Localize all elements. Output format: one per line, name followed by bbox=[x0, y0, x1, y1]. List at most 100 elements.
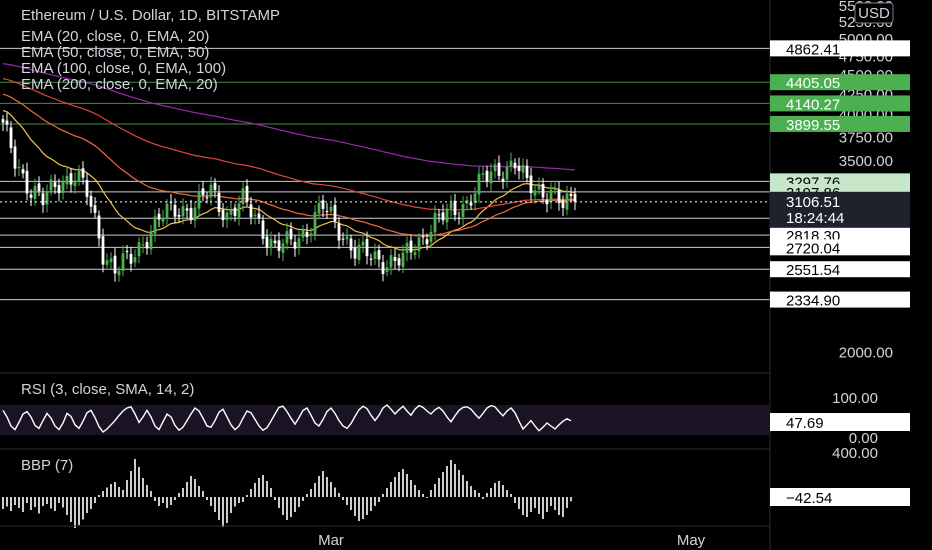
bbp-bar bbox=[366, 497, 368, 515]
bbp-bar bbox=[466, 481, 468, 497]
bbp-bar bbox=[214, 497, 216, 512]
bbp-value-tag bbox=[770, 488, 910, 506]
bbp-bar bbox=[90, 497, 92, 509]
candle-body bbox=[181, 206, 185, 217]
candle-body bbox=[213, 183, 217, 191]
ema-legend-item: EMA (200, close, 0, EMA, 20) bbox=[21, 76, 218, 93]
candle-body bbox=[25, 170, 29, 194]
candle-body bbox=[441, 212, 445, 221]
bbp-bar bbox=[542, 497, 544, 519]
bbp-bar bbox=[110, 484, 112, 497]
level-tag-background bbox=[770, 261, 910, 278]
bbp-bar bbox=[150, 491, 152, 497]
bbp-bar bbox=[230, 497, 232, 513]
candle-body bbox=[201, 188, 205, 195]
bbp-bar bbox=[182, 488, 184, 497]
candle-body bbox=[141, 244, 145, 246]
candle-body bbox=[193, 207, 197, 221]
bbp-tick-label: 400.00 bbox=[832, 445, 878, 462]
candle-body bbox=[161, 217, 165, 222]
candle-body bbox=[517, 165, 521, 172]
candle-body bbox=[509, 160, 513, 167]
candle-body bbox=[493, 164, 497, 172]
bbp-bar bbox=[410, 480, 412, 497]
bbp-bar bbox=[74, 497, 76, 528]
ema-line bbox=[2, 78, 575, 211]
candle-body bbox=[369, 258, 373, 260]
bbp-bar bbox=[146, 485, 148, 497]
bbp-bar bbox=[394, 477, 396, 497]
candle-body bbox=[49, 179, 53, 191]
bbp-title: BBP (7) bbox=[21, 457, 73, 474]
bbp-bar bbox=[258, 478, 260, 497]
candle-body bbox=[413, 252, 417, 256]
candle-body bbox=[389, 255, 393, 268]
candle-body bbox=[37, 183, 41, 192]
bbp-bar bbox=[98, 495, 100, 497]
bbp-bar bbox=[414, 485, 416, 497]
level-tag-value: 2334.90 bbox=[786, 293, 840, 310]
candle-body bbox=[393, 256, 397, 261]
candle-body bbox=[433, 212, 437, 233]
bbp-bar bbox=[158, 497, 160, 506]
candle-body bbox=[537, 185, 541, 190]
candle-body bbox=[165, 203, 169, 218]
last-price-tag-background bbox=[770, 191, 910, 228]
bbp-bar bbox=[62, 497, 64, 508]
bbp-value: −42.54 bbox=[786, 490, 832, 507]
currency-button[interactable] bbox=[854, 2, 894, 24]
bbp-bar bbox=[474, 490, 476, 497]
bbp-bar bbox=[378, 497, 380, 502]
rsi-band bbox=[0, 405, 770, 435]
support-resistance-lines bbox=[0, 47, 770, 301]
bbp-bar bbox=[546, 497, 548, 512]
bbp-bar bbox=[402, 469, 404, 497]
bbp-bar bbox=[386, 488, 388, 497]
bbp-bar bbox=[330, 482, 332, 497]
bbp-bar bbox=[462, 475, 464, 497]
candle-body bbox=[93, 205, 97, 213]
bbp-bar bbox=[194, 479, 196, 497]
rsi-tick-label: 0.00 bbox=[849, 430, 878, 447]
bbp-bar bbox=[190, 476, 192, 497]
candle-body bbox=[457, 217, 461, 219]
bbp-bar bbox=[222, 497, 224, 527]
bbp-bar bbox=[14, 497, 16, 505]
candle-body bbox=[485, 170, 489, 182]
candle-body bbox=[173, 204, 177, 217]
candle-body bbox=[69, 173, 73, 185]
bbp-bar bbox=[422, 494, 424, 497]
candle-body bbox=[89, 195, 93, 207]
time-tick-label: May bbox=[677, 532, 706, 549]
time-axis[interactable]: Mar May bbox=[318, 532, 706, 549]
bbp-bar bbox=[486, 493, 488, 497]
bar-countdown: 18:24:44 bbox=[786, 210, 844, 227]
bbp-bar bbox=[566, 497, 568, 508]
bbp-bar bbox=[270, 488, 272, 497]
candle-body bbox=[557, 189, 561, 204]
bbp-bar bbox=[174, 497, 176, 500]
candle-body bbox=[253, 214, 257, 217]
price-tick-label: 2000.00 bbox=[839, 345, 893, 362]
bbp-bar bbox=[138, 467, 140, 497]
candle-body bbox=[57, 185, 61, 194]
bbp-bar bbox=[558, 497, 560, 515]
bbp-bar bbox=[306, 494, 308, 497]
candle-body bbox=[41, 193, 45, 205]
bbp-bar bbox=[102, 491, 104, 497]
bbp-bar bbox=[506, 490, 508, 497]
bbp-bar bbox=[202, 491, 204, 497]
candle-body bbox=[113, 255, 117, 274]
bbp-bar bbox=[206, 497, 208, 500]
bbp-bar bbox=[242, 497, 244, 502]
candle-body bbox=[229, 210, 233, 215]
candle-body bbox=[209, 184, 213, 198]
bbp-bar bbox=[134, 459, 136, 497]
level-tag-background bbox=[770, 291, 910, 308]
bbp-bar bbox=[302, 497, 304, 501]
candle-body bbox=[9, 127, 13, 149]
ema-legend-item: EMA (100, close, 0, EMA, 100) bbox=[21, 60, 226, 77]
candle-body bbox=[133, 257, 137, 263]
bbp-bar bbox=[238, 497, 240, 503]
candle-body bbox=[121, 253, 125, 271]
